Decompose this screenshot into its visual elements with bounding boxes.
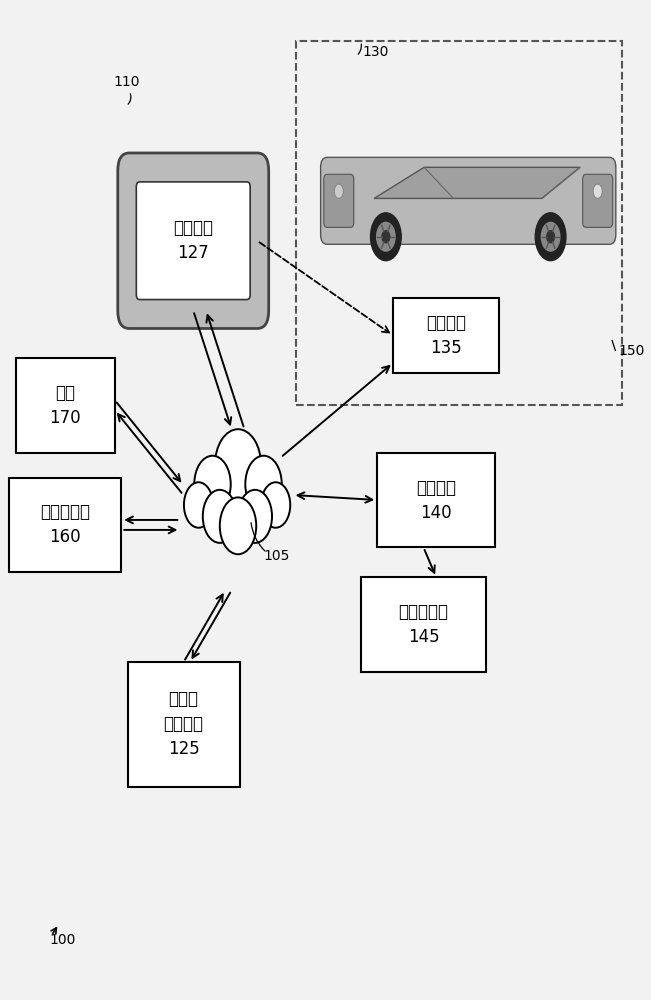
Text: 130: 130 [363, 45, 389, 59]
Text: 105: 105 [264, 549, 290, 563]
Text: 无网络站点
145: 无网络站点 145 [398, 603, 449, 646]
Circle shape [238, 490, 272, 543]
Circle shape [245, 456, 282, 513]
Circle shape [194, 456, 230, 513]
Circle shape [542, 222, 560, 251]
Circle shape [184, 482, 213, 528]
Circle shape [382, 231, 390, 243]
Text: 连接的
车辆系统
125: 连接的 车辆系统 125 [163, 690, 204, 758]
Text: 移动应用
127: 移动应用 127 [173, 219, 214, 262]
FancyBboxPatch shape [393, 298, 499, 373]
Circle shape [547, 231, 555, 243]
Circle shape [215, 429, 261, 501]
Circle shape [202, 490, 237, 543]
Circle shape [377, 222, 395, 251]
Circle shape [261, 482, 290, 528]
Circle shape [593, 184, 602, 198]
FancyBboxPatch shape [16, 358, 115, 453]
Circle shape [535, 213, 566, 261]
FancyBboxPatch shape [136, 182, 250, 300]
FancyBboxPatch shape [321, 157, 616, 244]
FancyBboxPatch shape [361, 577, 486, 672]
Circle shape [220, 497, 256, 554]
FancyBboxPatch shape [128, 662, 240, 787]
Text: 150: 150 [618, 344, 645, 358]
FancyBboxPatch shape [583, 174, 613, 227]
Text: 电网
170: 电网 170 [49, 384, 81, 427]
Text: 100: 100 [49, 933, 76, 947]
Circle shape [370, 213, 401, 261]
Bar [296, 41, 622, 405]
Text: 充电网络
140: 充电网络 140 [416, 479, 456, 522]
FancyBboxPatch shape [9, 478, 121, 572]
Text: 环境传感器
160: 环境传感器 160 [40, 503, 90, 546]
Circle shape [334, 184, 343, 198]
FancyBboxPatch shape [118, 153, 269, 328]
Text: 计算装置
135: 计算装置 135 [426, 314, 466, 357]
Text: 110: 110 [113, 75, 140, 89]
Polygon shape [374, 167, 580, 198]
FancyBboxPatch shape [377, 453, 495, 547]
FancyBboxPatch shape [324, 174, 353, 227]
